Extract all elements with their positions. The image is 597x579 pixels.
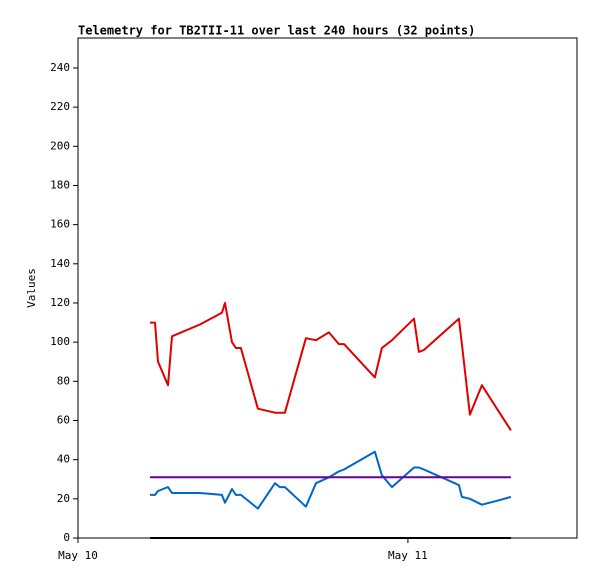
y-tick-label: 100 — [50, 335, 70, 348]
y-tick-label: 40 — [57, 453, 70, 466]
y-tick-label: 120 — [50, 296, 70, 309]
y-tick-label: 240 — [50, 61, 70, 74]
chart-title: Telemetry for TB2TII-11 over last 240 ho… — [78, 24, 475, 38]
y-axis-label: Values — [25, 268, 38, 308]
y-tick-label: 200 — [50, 139, 70, 152]
series-line — [150, 302, 512, 431]
y-tick-label: 0 — [63, 531, 70, 544]
y-tick-label: 220 — [50, 100, 70, 113]
x-tick-label: May 11 — [388, 549, 428, 562]
y-tick-label: 180 — [50, 178, 70, 191]
y-tick-label: 140 — [50, 257, 70, 270]
y-tick-label: 80 — [57, 374, 70, 387]
y-tick-label: 60 — [57, 413, 70, 426]
y-tick-label: 160 — [50, 218, 70, 231]
plot-frame — [77, 37, 578, 539]
x-tick-label: May 10 — [58, 549, 98, 562]
series-line — [150, 450, 512, 510]
y-tick-label: 20 — [57, 492, 70, 505]
